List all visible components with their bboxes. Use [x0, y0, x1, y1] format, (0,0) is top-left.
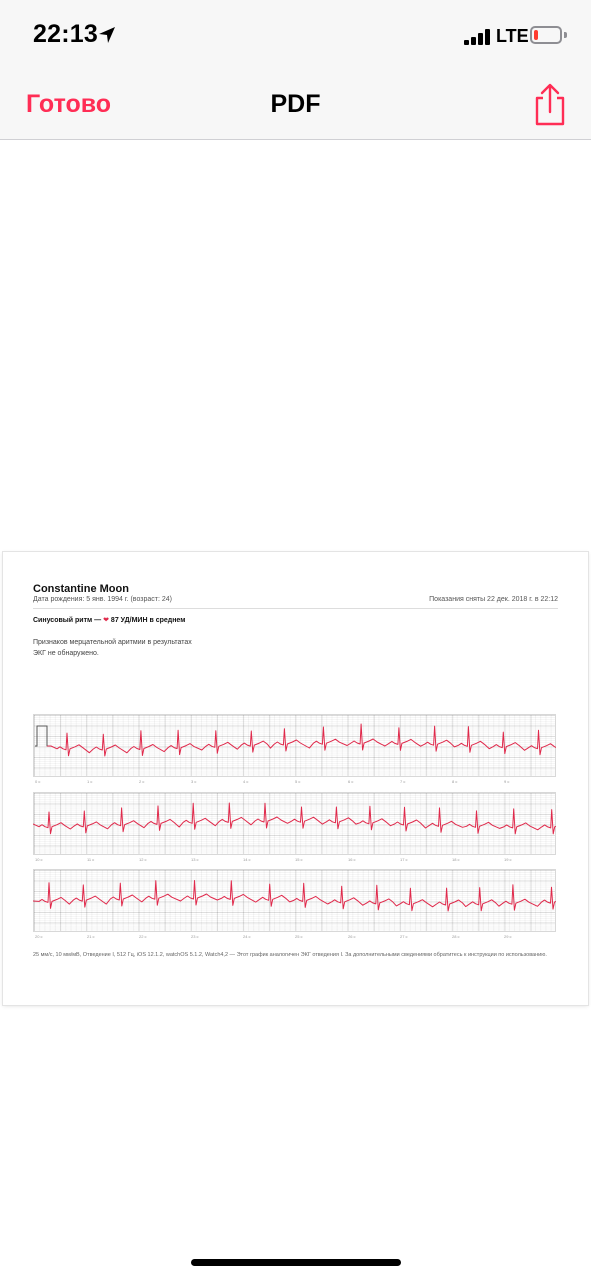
rhythm-summary: Синусовый ритм — ❤ 87 УД/МИН в среднем — [33, 616, 193, 626]
done-button[interactable]: Готово — [26, 90, 112, 118]
time-tick: 14 с — [243, 857, 251, 862]
ecg-grid — [33, 714, 556, 777]
time-tick: 19 с — [504, 857, 512, 862]
time-tick: 9 с — [504, 779, 510, 784]
time-tick: 15 с — [295, 857, 303, 862]
time-tick: 24 с — [243, 934, 251, 939]
ecg-waveform — [35, 723, 556, 757]
rhythm-label: Синусовый ритм — — [33, 617, 104, 624]
cellular-signal-icon — [464, 29, 492, 45]
battery-icon — [530, 26, 562, 44]
bpm-value: 87 УД/МИН в среднем — [110, 617, 186, 624]
ecg-trace — [33, 802, 556, 835]
ecg-waveform — [33, 880, 556, 912]
battery-tip — [564, 32, 567, 38]
ecg-waveform — [33, 802, 556, 835]
time-tick: 25 с — [295, 934, 303, 939]
time-tick: 3 с — [191, 779, 197, 784]
location-arrow-icon — [99, 27, 115, 43]
time-tick: 21 с — [87, 934, 95, 939]
pdf-page[interactable]: Constantine Moon Дата рождения: 5 янв. 1… — [3, 552, 588, 1005]
home-indicator[interactable] — [191, 1259, 401, 1266]
time-tick: 27 с — [400, 934, 408, 939]
time-tick: 29 с — [504, 934, 512, 939]
time-tick: 5 с — [295, 779, 301, 784]
share-icon[interactable] — [530, 82, 570, 128]
status-bar: 22:13 LTE — [0, 0, 591, 72]
divider — [33, 608, 558, 609]
ecg-footer-note: 25 мм/с, 10 мм/мВ, Отведение I, 512 Гц, … — [33, 952, 547, 958]
time-tick: 17 с — [400, 857, 408, 862]
ecg-grid — [33, 869, 556, 932]
pdf-viewer[interactable]: Constantine Moon Дата рождения: 5 янв. 1… — [0, 140, 591, 1280]
time-tick: 12 с — [139, 857, 147, 862]
time-tick: 0 с — [35, 779, 41, 784]
time-tick: 16 с — [348, 857, 356, 862]
time-tick: 10 с — [35, 857, 43, 862]
time-tick: 1 с — [87, 779, 93, 784]
ecg-trace — [33, 880, 556, 912]
ecg-strip-2: 10 с 11 с 12 с 13 с 14 с 15 с 16 с 17 с … — [33, 792, 556, 867]
ecg-strip-3: 20 с 21 с 22 с 23 с 24 с 25 с 26 с 27 с … — [33, 869, 556, 944]
page-title: PDF — [270, 90, 321, 118]
time-tick: 13 с — [191, 857, 199, 862]
time-tick: 2 с — [139, 779, 145, 784]
time-tick: 28 с — [452, 934, 460, 939]
time-tick: 8 с — [452, 779, 458, 784]
ecg-strip-1: 0 с 1 с 2 с 3 с 4 с 5 с 6 с 7 с 8 с 9 с — [33, 714, 556, 789]
time-tick: 26 с — [348, 934, 356, 939]
time-tick: 7 с — [400, 779, 406, 784]
time-tick: 4 с — [243, 779, 249, 784]
time-tick: 22 с — [139, 934, 147, 939]
status-time: 22:13 — [33, 20, 98, 48]
ecg-trace — [35, 723, 556, 757]
time-tick: 6 с — [348, 779, 354, 784]
network-type: LTE — [496, 26, 529, 46]
battery-level — [534, 30, 538, 40]
time-tick: 23 с — [191, 934, 199, 939]
patient-name: Constantine Moon — [33, 583, 129, 595]
time-tick: 20 с — [35, 934, 43, 939]
time-tick: 11 с — [87, 857, 95, 862]
recorded-time: Показания сняты 22 дек. 2018 г. в 22:12 — [429, 596, 558, 603]
heart-icon: ❤ — [103, 617, 109, 624]
calibration-pulse — [35, 725, 48, 747]
nav-bar: Готово PDF — [0, 72, 591, 140]
ecg-description: Признаков мерцательной аритмии в результ… — [33, 639, 192, 657]
time-tick: 18 с — [452, 857, 460, 862]
birth-date: Дата рождения: 5 янв. 1994 г. (возраст: … — [33, 596, 172, 603]
